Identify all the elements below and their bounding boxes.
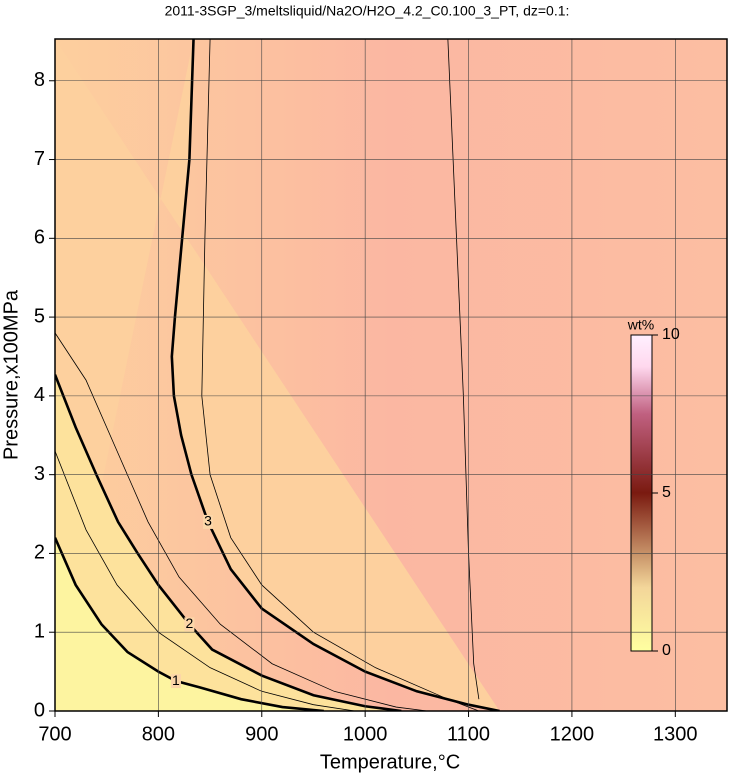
plot-frame [54, 38, 728, 712]
chart-title: 2011-3SGP_3/meltsliquid/Na2O/H2O_4.2_C0.… [165, 3, 570, 19]
y-tick-label: 5 [34, 305, 45, 327]
x-tick-label: 700 [38, 723, 71, 745]
x-tick-label: 900 [245, 723, 278, 745]
contour-fill [55, 537, 324, 711]
y-axis-label: Pressure,x100MPa [0, 289, 22, 460]
y-tick-label: 8 [34, 69, 45, 91]
contour-label-bg [170, 674, 181, 689]
contour-line [55, 450, 355, 711]
x-tick-label: 1300 [653, 723, 698, 745]
contour-fill [55, 39, 500, 711]
x-tick-label: 1200 [550, 723, 595, 745]
y-tick-label: 2 [34, 542, 45, 564]
contour-label-bg [184, 617, 195, 632]
x-axis-label: Temperature,°C [320, 751, 460, 773]
colorbar-label: wt% [627, 317, 654, 333]
colorbar-tick-label: 5 [662, 484, 671, 501]
colorbar [630, 334, 653, 652]
colorbar-tick-label: 10 [662, 326, 680, 343]
contour-label: 3 [204, 513, 212, 529]
y-tick-label: 0 [34, 699, 45, 721]
y-tick-label: 1 [34, 621, 45, 643]
contour-fill [55, 374, 402, 711]
y-tick-label: 3 [34, 463, 45, 485]
contour-label: 2 [186, 615, 194, 631]
x-tick-label: 1000 [343, 723, 388, 745]
contour-label: 1 [172, 672, 180, 688]
y-tick-label: 6 [34, 227, 45, 249]
contour-label-bg [203, 514, 214, 529]
colorbar-tick-label: 0 [662, 642, 671, 659]
x-tick-label: 1100 [447, 723, 490, 745]
y-tick-label: 7 [34, 148, 45, 170]
contour-line [170, 39, 500, 711]
contour-fills [55, 39, 500, 711]
y-tick-label: 4 [34, 384, 45, 406]
x-tick-label: 800 [142, 723, 175, 745]
contour-line [55, 374, 402, 711]
